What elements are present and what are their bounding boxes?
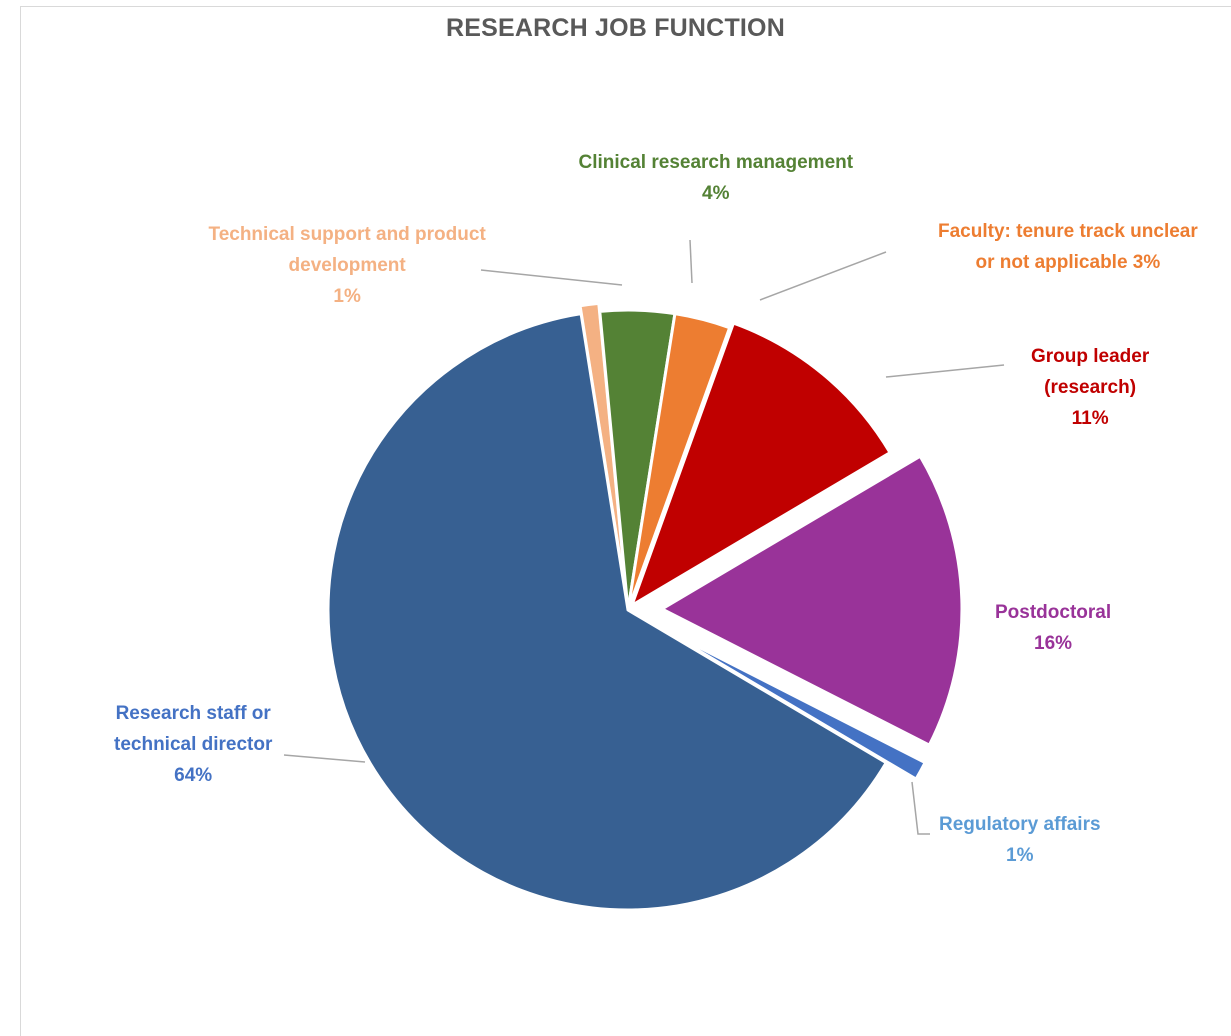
data-label-line: technical director: [114, 734, 273, 755]
leader-line: [480, 269, 623, 286]
data-label: Postdoctoral 16%: [995, 597, 1111, 659]
leader-line: [885, 364, 1005, 378]
leader-lines: [283, 239, 1005, 835]
data-label: Group leader (research) 11%: [1031, 341, 1149, 434]
data-label-line: 1%: [1006, 845, 1034, 866]
data-label-line: or not applicable 3%: [975, 252, 1161, 273]
data-label-line: Technical support and product: [208, 224, 486, 245]
data-label: Technical support and product development…: [209, 219, 486, 312]
data-label: Faculty: tenure track unclear or not appl…: [938, 216, 1198, 278]
data-label-line: 1%: [333, 286, 361, 307]
pie-slice-regulatory-affairs: [656, 624, 927, 781]
data-label-line: Group leader: [1031, 346, 1150, 367]
data-label-line: Faculty: tenure track unclear: [938, 221, 1198, 242]
data-label-line: Regulatory affairs: [939, 814, 1101, 835]
leader-line: [911, 781, 930, 835]
leader-line: [689, 239, 693, 284]
data-label-line: (research): [1044, 377, 1137, 398]
data-label-line: 4%: [702, 183, 730, 204]
pie-slice-research-staff-or-technical-director: [326, 312, 888, 912]
pie-slice-group-leader-research: [630, 321, 892, 607]
data-label-line: Postdoctoral: [995, 602, 1112, 623]
data-label: Regulatory affairs 1%: [939, 809, 1101, 871]
data-label: Research staff or technical director 64%: [114, 698, 272, 791]
pie-slice-faculty-tenure-track-unclear-or-not-applicable: [626, 312, 732, 612]
chart-title: RESEARCH JOB FUNCTION: [446, 14, 785, 42]
data-label-line: 64%: [174, 765, 213, 786]
data-label-line: Research staff or: [115, 703, 271, 724]
data-label-line: development: [288, 255, 406, 276]
data-label-line: 16%: [1034, 633, 1073, 654]
pie-slice-postdoctoral: [660, 454, 964, 747]
data-label-line: 11%: [1071, 408, 1109, 429]
pie-slices: [326, 301, 964, 912]
leader-line: [283, 754, 366, 763]
pie-chart: [283, 239, 1005, 912]
data-label-line: Clinical research management: [578, 152, 854, 173]
leader-line: [759, 251, 887, 301]
data-label: Clinical research management 4%: [579, 147, 854, 209]
